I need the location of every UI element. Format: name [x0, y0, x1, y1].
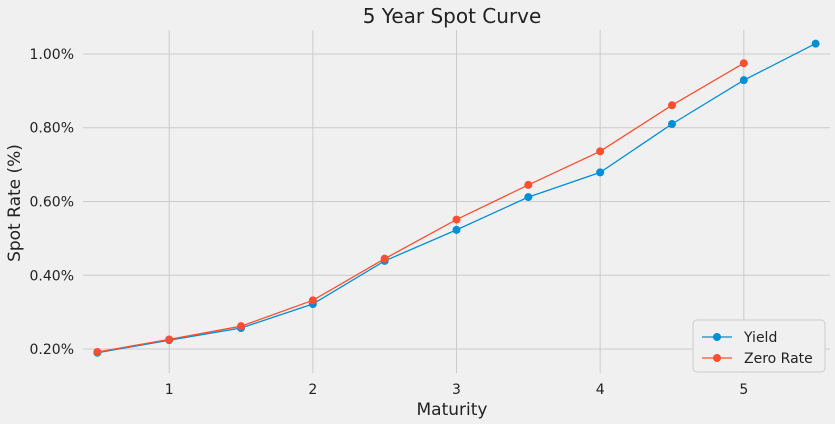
x-axis-label: Maturity	[417, 400, 488, 420]
series-zero-rate	[93, 59, 748, 356]
data-point-zero-rate	[524, 180, 533, 189]
data-point-yield	[811, 39, 820, 48]
legend-marker-yield	[713, 333, 721, 341]
y-tick-label: 0.40%	[30, 268, 74, 284]
grid-lines	[83, 30, 830, 373]
data-point-zero-rate	[596, 147, 605, 156]
data-point-yield	[452, 225, 461, 234]
x-tick-label: 1	[165, 382, 174, 398]
data-point-zero-rate	[165, 335, 174, 344]
series-lines	[93, 39, 820, 357]
chart-title: 5 Year Spot Curve	[363, 4, 542, 28]
legend-label-zero-rate: Zero Rate	[744, 351, 813, 367]
y-tick-label: 0.20%	[30, 342, 74, 358]
data-point-zero-rate	[308, 296, 317, 305]
y-tick-label: 0.60%	[30, 195, 74, 211]
y-tick-labels: 0.20% 0.40% 0.60% 0.80% 1.00%	[30, 47, 74, 358]
data-point-yield	[524, 193, 533, 202]
y-axis-label: Spot Rate (%)	[5, 144, 25, 262]
y-tick-label: 0.80%	[30, 121, 74, 137]
legend: Yield Zero Rate	[692, 319, 826, 373]
data-point-zero-rate	[667, 101, 676, 110]
legend-marker-zero-rate	[713, 354, 721, 362]
x-tick-label: 3	[452, 382, 461, 398]
x-tick-labels: 1 2 3 4 5	[165, 382, 749, 398]
data-point-yield	[596, 168, 605, 177]
data-point-zero-rate	[739, 59, 748, 68]
legend-box	[692, 319, 826, 373]
data-point-zero-rate	[237, 322, 246, 331]
x-tick-label: 4	[596, 382, 605, 398]
x-tick-label: 5	[739, 382, 748, 398]
data-point-zero-rate	[380, 254, 389, 263]
data-point-yield	[667, 120, 676, 129]
data-point-yield	[739, 76, 748, 85]
x-tick-label: 2	[308, 382, 317, 398]
data-point-zero-rate	[452, 215, 461, 224]
y-tick-label: 1.00%	[30, 47, 74, 63]
legend-label-yield: Yield	[743, 330, 777, 346]
data-point-zero-rate	[93, 347, 102, 356]
series-line-zero-rate	[97, 62, 745, 353]
